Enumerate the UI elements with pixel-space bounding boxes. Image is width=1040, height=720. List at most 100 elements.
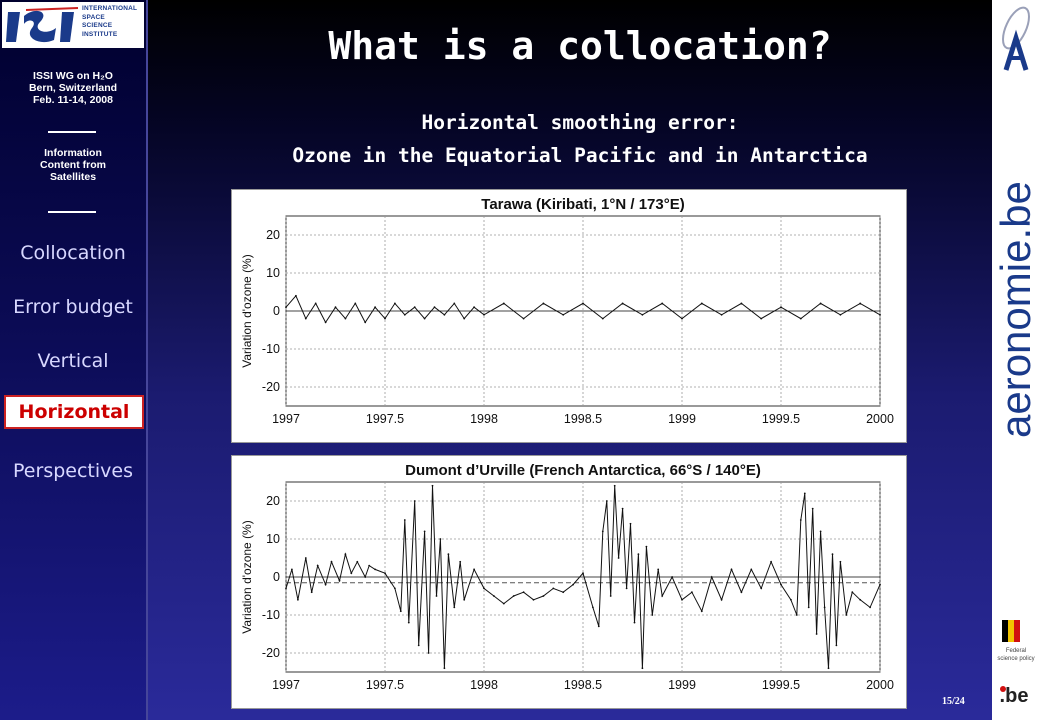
data-point bbox=[617, 557, 620, 559]
workshop-location: Bern, Switzerland bbox=[28, 82, 118, 94]
topic-info: Information Content from Satellites bbox=[0, 147, 146, 183]
data-point bbox=[815, 633, 818, 635]
data-point bbox=[839, 560, 842, 563]
chart-tarawa: Tarawa (Kiribati, 1°N / 173°E) 1997 1997.5… bbox=[231, 189, 907, 443]
data-point bbox=[338, 579, 341, 582]
data-point bbox=[609, 595, 612, 597]
data-point bbox=[459, 560, 462, 563]
data-point bbox=[621, 302, 624, 305]
y-tick-label: 10 bbox=[266, 532, 280, 546]
be-logo-text: .be bbox=[1000, 685, 1029, 707]
nav-item-vertical[interactable]: Vertical bbox=[37, 350, 109, 372]
x-tick-label: 2000 bbox=[866, 412, 894, 426]
issi-logo-line: INTERNATIONAL bbox=[82, 5, 138, 12]
data-point bbox=[845, 614, 848, 616]
nav-item-perspectives[interactable]: Perspectives bbox=[13, 460, 133, 482]
data-point bbox=[407, 621, 410, 624]
data-point bbox=[839, 313, 842, 316]
nav-item-horizontal[interactable]: Horizontal bbox=[4, 395, 144, 429]
issi-logo-line: SCIENCE bbox=[82, 22, 113, 29]
slide-title: What is a collocation? bbox=[328, 24, 832, 68]
data-point bbox=[297, 598, 299, 601]
data-point bbox=[463, 598, 466, 601]
x-tick-label: 1998.5 bbox=[564, 412, 602, 426]
data-point bbox=[423, 317, 426, 320]
data-point bbox=[502, 302, 505, 305]
data-point bbox=[760, 587, 763, 590]
data-point bbox=[403, 313, 406, 316]
data-point bbox=[447, 553, 450, 556]
y-tick-label: 20 bbox=[266, 228, 280, 242]
data-point bbox=[453, 606, 456, 609]
data-point bbox=[403, 519, 406, 521]
x-tick-label: 1998 bbox=[470, 412, 498, 426]
data-point bbox=[799, 519, 802, 521]
issi-logo-icon bbox=[6, 7, 79, 43]
workshop-info: ISSI WG on H₂O Bern, Switzerland Feb. 11… bbox=[0, 70, 146, 106]
x-tick-label: 1998.5 bbox=[564, 678, 602, 692]
data-point bbox=[601, 530, 604, 533]
data-point bbox=[285, 587, 287, 590]
data-point bbox=[807, 606, 810, 609]
data-point bbox=[700, 610, 703, 613]
issi-logo-text: INTERNATIONAL SPACE SCIENCE INSTITUTE bbox=[82, 5, 137, 39]
data-point bbox=[374, 568, 376, 571]
data-point bbox=[770, 560, 772, 563]
y-tick-label: -10 bbox=[262, 608, 280, 622]
data-point bbox=[443, 313, 446, 316]
data-point bbox=[637, 553, 640, 556]
y-tick-label: 0 bbox=[273, 570, 280, 584]
data-point bbox=[295, 294, 297, 297]
belgium-federal-emblem-icon bbox=[1002, 620, 1020, 642]
right-bar-graphics: aeronomie.be Federal science policy .be bbox=[992, 6, 1039, 707]
data-point bbox=[493, 595, 495, 597]
data-point bbox=[605, 500, 608, 502]
topic-line: Information bbox=[44, 147, 102, 159]
y-tick-label: -20 bbox=[262, 646, 280, 660]
issi-logo-line: INSTITUTE bbox=[82, 30, 118, 38]
topic-line: Content from bbox=[40, 159, 106, 171]
nav-item-collocation[interactable]: Collocation bbox=[20, 242, 126, 264]
data-point bbox=[720, 313, 723, 316]
x-tick-label: 1999 bbox=[668, 678, 696, 692]
data-point bbox=[417, 644, 420, 647]
slide-subtitle: Horizontal smoothing error: bbox=[421, 111, 739, 134]
data-point bbox=[413, 306, 416, 309]
data-point bbox=[443, 667, 446, 670]
bira-logo-icon bbox=[1002, 6, 1030, 71]
data-point bbox=[657, 568, 660, 571]
data-point bbox=[291, 568, 293, 571]
chart-dumont-durville: Dumont d’Urville (French Antarctica, 66°… bbox=[231, 455, 907, 709]
data-point bbox=[350, 572, 353, 575]
page-number: 15/24 bbox=[942, 696, 965, 707]
data-point bbox=[645, 545, 648, 548]
data-point bbox=[324, 583, 327, 586]
x-tick-label: 1997 bbox=[272, 678, 300, 692]
data-point bbox=[384, 572, 386, 575]
data-point bbox=[316, 564, 319, 567]
data-point bbox=[633, 621, 636, 624]
data-point bbox=[304, 557, 307, 559]
chart-svg: Dumont d’Urville (French Antarctica, 66°… bbox=[240, 462, 894, 692]
data-point bbox=[740, 302, 743, 305]
data-point bbox=[592, 606, 594, 609]
data-point bbox=[394, 302, 396, 305]
data-point bbox=[304, 317, 307, 320]
nav-item-error-budget[interactable]: Error budget bbox=[13, 296, 133, 318]
data-point bbox=[851, 591, 854, 594]
data-point bbox=[394, 587, 396, 590]
data-point bbox=[413, 500, 416, 502]
x-tick-label: 1999.5 bbox=[762, 678, 800, 692]
y-axis-label: Variation d'ozone (%) bbox=[240, 520, 254, 633]
data-point bbox=[869, 606, 871, 609]
data-point bbox=[625, 587, 628, 590]
data-point bbox=[790, 598, 792, 601]
data-point bbox=[700, 302, 703, 305]
data-point bbox=[760, 317, 763, 320]
data-point bbox=[661, 302, 664, 305]
data-point bbox=[344, 553, 347, 556]
data-point bbox=[750, 568, 753, 571]
data-point bbox=[473, 306, 475, 309]
topic-line: Satellites bbox=[49, 171, 97, 183]
